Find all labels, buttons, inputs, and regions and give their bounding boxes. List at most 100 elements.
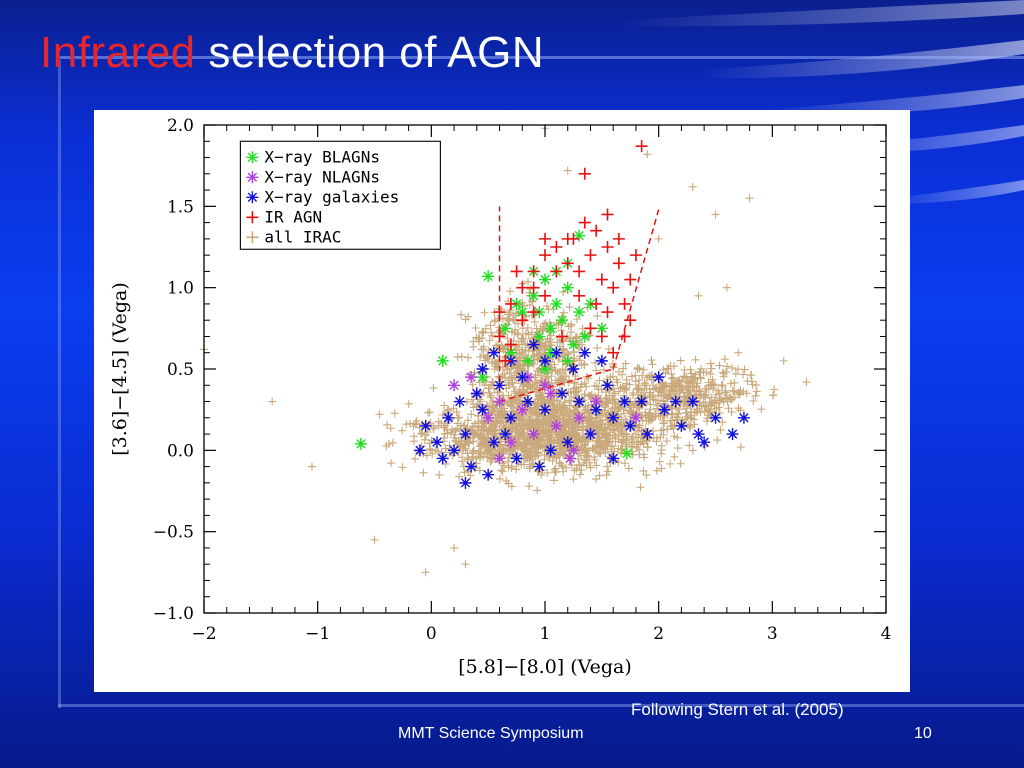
x-ray-galaxies-point <box>584 428 597 441</box>
irac-point <box>695 368 704 377</box>
irac-point <box>411 454 420 463</box>
irac-point <box>745 194 754 203</box>
x-tick-label: 0 <box>426 624 437 644</box>
irac-point <box>595 439 604 448</box>
irac-point <box>455 413 464 422</box>
irac-point <box>696 408 705 417</box>
irac-point <box>690 373 699 382</box>
irac-point <box>625 407 634 416</box>
irac-point <box>476 397 485 406</box>
irac-point <box>543 468 552 477</box>
x-ray-galaxies-point <box>709 411 722 424</box>
irac-point <box>388 438 397 447</box>
irac-point <box>409 437 418 446</box>
irac-point <box>717 381 726 390</box>
irac-point <box>617 415 626 424</box>
x-tick-label: 3 <box>767 624 778 644</box>
ir-agn-point <box>504 297 517 310</box>
x-ray-galaxies-point <box>493 379 506 392</box>
irac-point <box>546 411 555 420</box>
irac-point <box>736 443 745 452</box>
irac-point <box>657 383 666 392</box>
irac-point <box>612 375 621 384</box>
irac-point <box>465 438 474 447</box>
x-tick-label: 2 <box>653 624 664 644</box>
irac-point <box>582 382 591 391</box>
irac-point <box>458 453 467 462</box>
irac-point <box>661 390 670 399</box>
x-ray-nlagns-point <box>544 387 557 400</box>
irac-point <box>586 414 595 423</box>
irac-point <box>551 366 560 375</box>
irac-point <box>307 462 316 471</box>
irac-point <box>494 358 503 367</box>
irac-point <box>619 435 628 444</box>
legend-label: X−ray galaxies <box>264 187 399 206</box>
irac-point <box>551 376 560 385</box>
x-ray-galaxies-point <box>459 428 472 441</box>
irac-point <box>646 400 655 409</box>
irac-point <box>481 356 490 365</box>
x-ray-galaxies-point <box>476 403 489 416</box>
irac-point <box>622 379 631 388</box>
x-ray-galaxies-point <box>669 395 682 408</box>
irac-point <box>705 397 714 406</box>
irac-point <box>483 439 492 448</box>
irac-point <box>420 435 429 444</box>
wedge-right-edge <box>612 209 660 370</box>
irac-point <box>519 446 528 455</box>
irac-point <box>561 372 570 381</box>
irac-point <box>502 362 511 371</box>
irac-point <box>711 210 720 219</box>
ir-agn-point <box>607 281 620 294</box>
x-ray-galaxies-point <box>487 346 500 359</box>
irac-point <box>734 348 743 357</box>
irac-point <box>540 450 549 459</box>
irac-point <box>464 454 473 463</box>
irac-point <box>445 441 454 450</box>
irac-point <box>443 429 452 438</box>
irac-point <box>604 467 613 476</box>
irac-point <box>526 415 535 424</box>
irac-point <box>503 334 512 343</box>
irac-point <box>471 323 480 332</box>
irac-point <box>707 393 716 402</box>
irac-point <box>523 323 532 332</box>
x-ray-nlagns-point <box>504 436 517 449</box>
irac-point <box>570 425 579 434</box>
irac-point <box>559 337 568 346</box>
irac-point <box>705 407 714 416</box>
x-tick-label: 4 <box>881 624 892 644</box>
irac-point <box>681 408 690 417</box>
irac-point <box>554 355 563 364</box>
irac-point <box>523 453 532 462</box>
irac-point <box>595 376 604 385</box>
irac-point <box>660 418 669 427</box>
irac-point <box>649 385 658 394</box>
x-tick-label: 1 <box>540 624 551 644</box>
irac-point <box>636 483 645 492</box>
color-color-scatter-chart: −2 −1 0 1 2 3 4 2.0 1.5 1.0 0.5 0.0 −0.5 −1.0 [5.8]−[8… <box>109 116 892 678</box>
irac-point <box>596 411 605 420</box>
legend-label: all IRAC <box>264 227 341 246</box>
irac-point <box>751 391 760 400</box>
irac-point <box>426 446 435 455</box>
irac-point <box>628 442 637 451</box>
irac-point <box>621 359 630 368</box>
irac-point <box>497 341 506 350</box>
irac-point <box>637 412 646 421</box>
irac-point <box>453 353 462 362</box>
irac-point <box>602 439 611 448</box>
irac-point <box>639 365 648 374</box>
irac-point <box>477 447 486 456</box>
irac-point <box>536 324 545 333</box>
irac-point <box>473 429 482 438</box>
irac-point <box>510 371 519 380</box>
irac-point <box>685 379 694 388</box>
irac-point <box>715 409 724 418</box>
x-ray-blagns-point <box>476 371 489 384</box>
x-ray-galaxies-point <box>641 428 654 441</box>
irac-point <box>719 397 728 406</box>
irac-point <box>714 403 723 412</box>
irac-point <box>559 287 568 296</box>
